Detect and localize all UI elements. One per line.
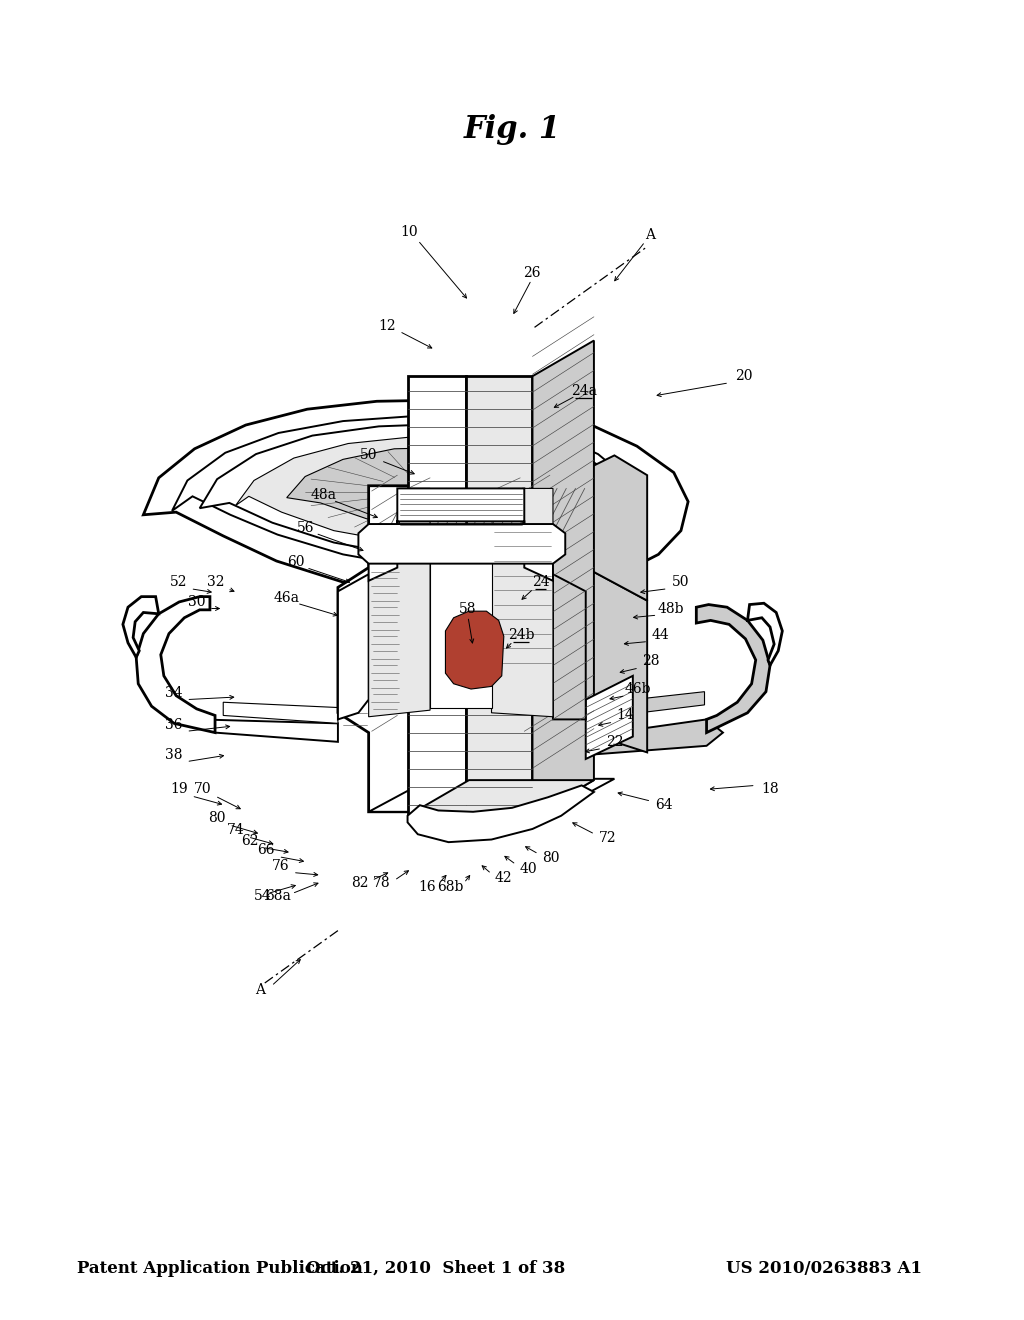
Polygon shape	[553, 574, 586, 719]
Text: 74: 74	[226, 824, 245, 837]
Polygon shape	[748, 603, 782, 665]
Polygon shape	[338, 486, 586, 812]
Text: Fig. 1: Fig. 1	[464, 114, 560, 145]
Polygon shape	[532, 341, 594, 816]
Text: 58: 58	[459, 602, 477, 615]
Text: 46b: 46b	[625, 682, 651, 696]
Text: 42: 42	[495, 871, 513, 884]
Text: 70: 70	[194, 783, 212, 796]
Text: 82: 82	[350, 876, 369, 890]
Text: 16: 16	[418, 880, 436, 894]
Polygon shape	[430, 548, 492, 708]
Polygon shape	[586, 692, 705, 719]
Polygon shape	[200, 719, 338, 742]
Text: 30: 30	[187, 595, 206, 609]
Text: 80: 80	[208, 812, 226, 825]
Text: 50: 50	[359, 449, 378, 462]
Text: 68b: 68b	[437, 880, 464, 894]
Text: 24b: 24b	[508, 628, 535, 642]
Text: 40: 40	[519, 862, 538, 875]
Text: 56: 56	[296, 521, 314, 535]
Text: 68a: 68a	[265, 890, 292, 903]
Text: A: A	[645, 228, 655, 242]
Text: 72: 72	[598, 832, 616, 845]
Polygon shape	[123, 597, 159, 657]
Polygon shape	[223, 702, 338, 723]
Text: 26: 26	[522, 267, 541, 280]
Text: 52: 52	[169, 576, 187, 589]
Text: 80: 80	[542, 851, 560, 865]
Text: 24a: 24a	[570, 384, 597, 397]
Text: 34: 34	[165, 686, 183, 700]
Text: Oct. 21, 2010  Sheet 1 of 38: Oct. 21, 2010 Sheet 1 of 38	[305, 1261, 565, 1276]
Polygon shape	[445, 611, 504, 689]
Polygon shape	[408, 376, 466, 816]
Text: 36: 36	[165, 718, 183, 731]
Text: US 2010/0263883 A1: US 2010/0263883 A1	[726, 1261, 922, 1276]
Polygon shape	[358, 524, 565, 564]
Text: 62: 62	[241, 834, 259, 847]
Polygon shape	[369, 779, 614, 812]
Polygon shape	[586, 676, 633, 759]
Text: 64: 64	[654, 799, 673, 812]
Polygon shape	[338, 574, 369, 719]
Polygon shape	[696, 605, 770, 733]
Polygon shape	[553, 455, 647, 601]
Polygon shape	[136, 597, 215, 733]
Polygon shape	[408, 785, 594, 842]
Polygon shape	[236, 437, 599, 546]
Text: 28: 28	[642, 655, 660, 668]
Text: 54: 54	[254, 890, 272, 903]
Text: 10: 10	[400, 226, 419, 239]
Text: 24: 24	[531, 576, 550, 589]
Polygon shape	[200, 424, 621, 560]
Polygon shape	[466, 376, 532, 816]
Polygon shape	[172, 416, 637, 572]
Text: 76: 76	[271, 859, 290, 873]
Text: 38: 38	[165, 748, 183, 762]
Polygon shape	[369, 488, 430, 717]
Polygon shape	[586, 568, 647, 752]
Text: 32: 32	[207, 576, 225, 589]
Text: 14: 14	[616, 709, 635, 722]
Text: 19: 19	[170, 783, 188, 796]
Polygon shape	[369, 488, 553, 581]
Text: 44: 44	[651, 628, 670, 642]
Text: 46a: 46a	[273, 591, 300, 605]
Polygon shape	[408, 780, 594, 816]
Polygon shape	[143, 400, 688, 597]
Text: 48b: 48b	[657, 602, 684, 615]
Text: 48a: 48a	[310, 488, 337, 502]
Text: A: A	[255, 983, 265, 997]
Text: 50: 50	[672, 576, 690, 589]
Text: 66: 66	[257, 843, 275, 857]
Polygon shape	[287, 447, 561, 533]
Polygon shape	[492, 488, 553, 717]
Text: 78: 78	[373, 876, 391, 890]
Text: Patent Application Publication: Patent Application Publication	[77, 1261, 362, 1276]
Text: 20: 20	[734, 370, 753, 383]
Text: 12: 12	[378, 319, 396, 333]
Polygon shape	[586, 719, 723, 755]
Text: 22: 22	[605, 735, 624, 748]
Text: 18: 18	[761, 783, 779, 796]
Text: 60: 60	[287, 556, 305, 569]
